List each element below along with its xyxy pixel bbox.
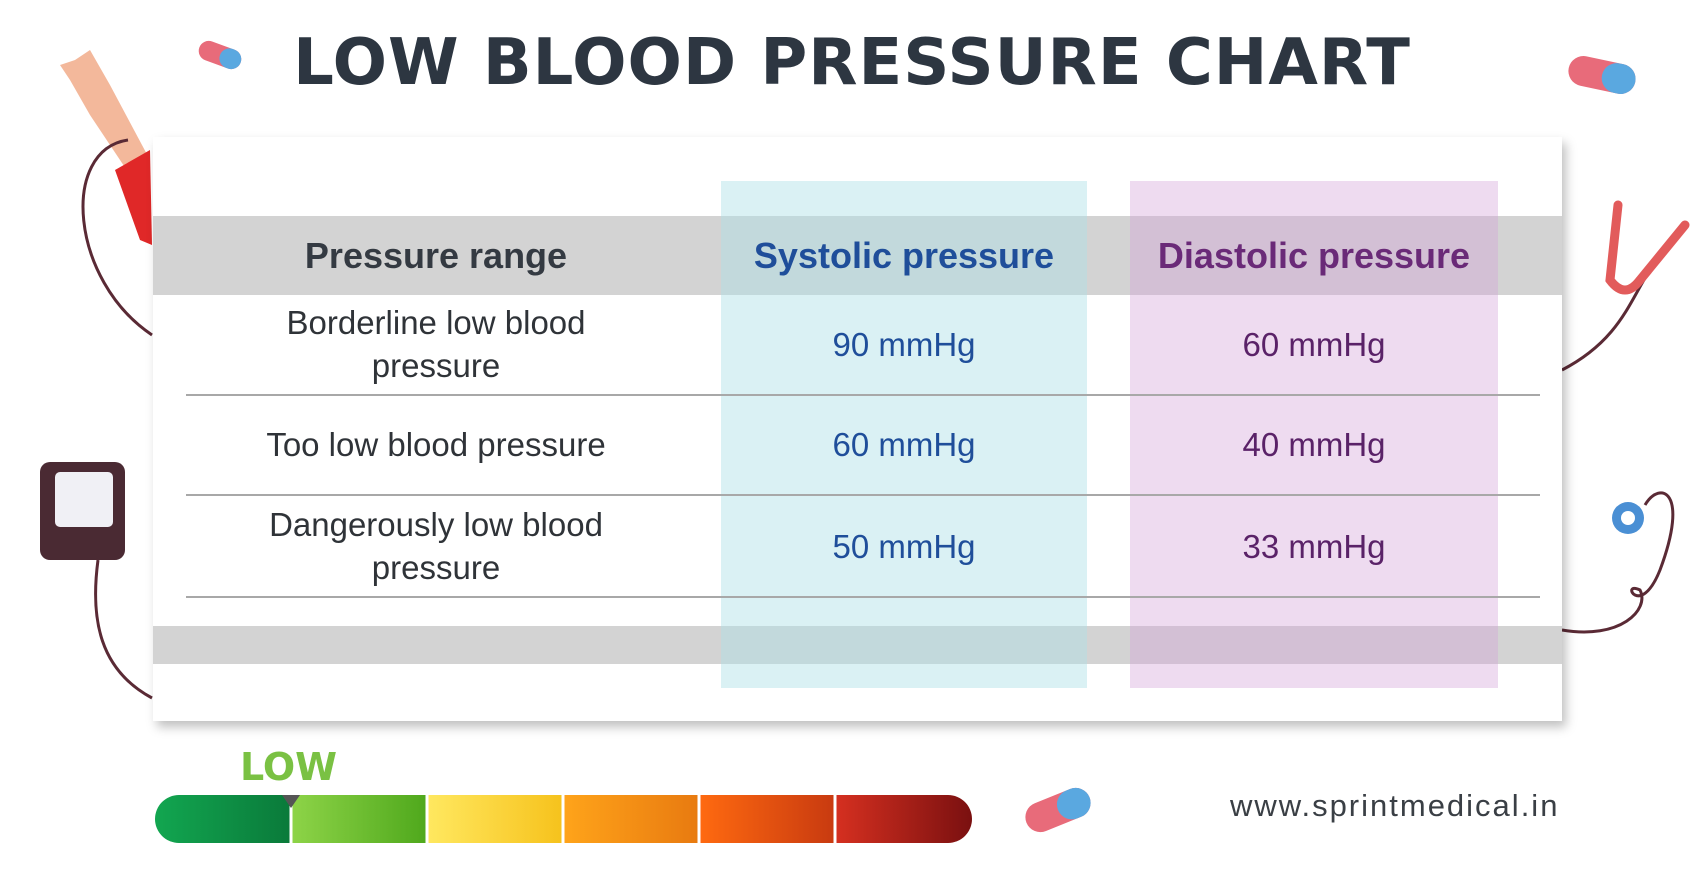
footer-band: [153, 626, 1562, 664]
row-divider: [186, 494, 1540, 496]
table-cell: 90 mmHg: [832, 325, 976, 363]
table-cell: 50 mmHg: [832, 527, 976, 565]
table-cell: 33 mmHg: [1242, 527, 1386, 565]
table-cell: Too low blood pressure: [266, 425, 606, 463]
table-cell: 60 mmHg: [1242, 325, 1386, 363]
scale-label: LOW: [240, 745, 338, 789]
header-cell: Diastolic pressure: [1157, 234, 1471, 276]
row-divider: [186, 596, 1540, 598]
title: LOW BLOOD PRESSURE CHART: [293, 26, 1411, 100]
systolic-column: [721, 181, 1087, 688]
header-cell: Pressure range: [304, 234, 568, 276]
footer-url: www.sprintmedical.in: [1230, 788, 1560, 823]
row-divider: [186, 394, 1540, 396]
table-cell: 60 mmHg: [832, 425, 976, 463]
diastolic-column: [1130, 181, 1498, 688]
header-band: [153, 216, 1562, 295]
table-cell: Dangerously low blood pressure: [269, 506, 603, 586]
header-cell: Systolic pressure: [753, 234, 1055, 276]
table-cell: Borderline low blood pressure: [286, 304, 586, 384]
table-cell: 40 mmHg: [1242, 425, 1386, 463]
